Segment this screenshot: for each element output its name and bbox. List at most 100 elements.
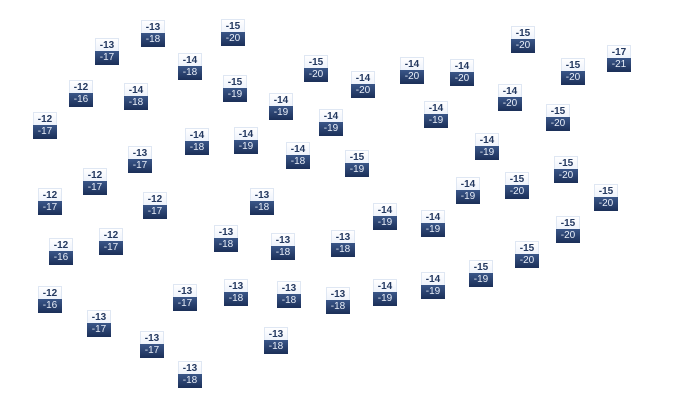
temperature-label[interactable]: -12 -17 [83, 168, 107, 196]
low-temperature: -17 [173, 297, 197, 311]
temperature-label[interactable]: -15 -19 [345, 150, 369, 178]
high-temperature: -13 [178, 361, 202, 374]
low-temperature: -19 [269, 106, 293, 120]
low-temperature: -21 [607, 58, 631, 72]
temperature-label[interactable]: -13 -17 [95, 38, 119, 66]
temperature-label[interactable]: -14 -19 [421, 272, 445, 300]
temperature-label[interactable]: -14 -19 [319, 109, 343, 137]
temperature-label[interactable]: -14 -19 [475, 133, 499, 161]
temperature-label[interactable]: -13 -18 [271, 233, 295, 261]
temperature-label[interactable]: -14 -19 [421, 210, 445, 238]
temperature-label[interactable]: -13 -18 [331, 230, 355, 258]
high-temperature: -15 [561, 58, 585, 71]
temperature-label[interactable]: -14 -19 [456, 177, 480, 205]
temperature-label[interactable]: -17 -21 [607, 45, 631, 73]
temperature-label[interactable]: -14 -20 [450, 59, 474, 87]
temperature-label[interactable]: -14 -18 [124, 83, 148, 111]
temperature-label[interactable]: -14 -19 [373, 279, 397, 307]
high-temperature: -14 [456, 177, 480, 190]
high-temperature: -14 [185, 128, 209, 141]
high-temperature: -15 [304, 55, 328, 68]
low-temperature: -19 [373, 292, 397, 306]
low-temperature: -20 [400, 70, 424, 84]
low-temperature: -17 [95, 51, 119, 65]
low-temperature: -18 [331, 243, 355, 257]
temperature-label[interactable]: -14 -20 [351, 71, 375, 99]
temperature-label[interactable]: -15 -20 [221, 19, 245, 47]
temperature-label[interactable]: -12 -17 [143, 192, 167, 220]
temperature-label[interactable]: -13 -18 [326, 287, 350, 315]
temperature-label[interactable]: -13 -18 [178, 361, 202, 389]
temperature-label[interactable]: -15 -20 [304, 55, 328, 83]
high-temperature: -13 [264, 327, 288, 340]
temperature-label[interactable]: -12 -16 [38, 286, 62, 314]
high-temperature: -15 [505, 172, 529, 185]
temperature-label[interactable]: -15 -20 [561, 58, 585, 86]
temperature-label[interactable]: -13 -17 [140, 331, 164, 359]
low-temperature: -18 [264, 340, 288, 354]
low-temperature: -17 [143, 205, 167, 219]
low-temperature: -18 [271, 246, 295, 260]
temperature-label[interactable]: -13 -18 [214, 225, 238, 253]
temperature-label[interactable]: -12 -16 [69, 80, 93, 108]
high-temperature: -15 [511, 26, 535, 39]
temperature-label[interactable]: -15 -20 [515, 241, 539, 269]
temperature-label[interactable]: -13 -18 [141, 20, 165, 48]
temperature-label[interactable]: -12 -17 [33, 112, 57, 140]
temperature-label[interactable]: -14 -20 [400, 57, 424, 85]
low-temperature: -19 [319, 122, 343, 136]
temperature-label[interactable]: -14 -18 [185, 128, 209, 156]
low-temperature: -17 [128, 159, 152, 173]
high-temperature: -14 [450, 59, 474, 72]
low-temperature: -19 [456, 190, 480, 204]
temperature-label[interactable]: -13 -17 [128, 146, 152, 174]
temperature-label[interactable]: -15 -19 [469, 260, 493, 288]
temperature-label[interactable]: -13 -18 [224, 279, 248, 307]
high-temperature: -14 [319, 109, 343, 122]
low-temperature: -20 [556, 229, 580, 243]
high-temperature: -13 [331, 230, 355, 243]
low-temperature: -18 [185, 141, 209, 155]
low-temperature: -16 [38, 299, 62, 313]
temperature-label[interactable]: -15 -20 [546, 104, 570, 132]
temperature-label[interactable]: -12 -16 [49, 238, 73, 266]
temperature-label[interactable]: -14 -18 [178, 53, 202, 81]
high-temperature: -13 [224, 279, 248, 292]
low-temperature: -18 [178, 66, 202, 80]
high-temperature: -14 [286, 142, 310, 155]
low-temperature: -17 [38, 201, 62, 215]
high-temperature: -13 [141, 20, 165, 33]
temperature-label[interactable]: -14 -19 [424, 101, 448, 129]
temperature-label[interactable]: -13 -17 [87, 310, 111, 338]
temperature-label[interactable]: -14 -19 [234, 127, 258, 155]
temperature-label[interactable]: -15 -20 [556, 216, 580, 244]
high-temperature: -14 [124, 83, 148, 96]
high-temperature: -15 [221, 19, 245, 32]
low-temperature: -18 [214, 238, 238, 252]
temperature-label[interactable]: -12 -17 [38, 188, 62, 216]
temperature-label[interactable]: -15 -20 [594, 184, 618, 212]
temperature-label[interactable]: -15 -20 [554, 156, 578, 184]
low-temperature: -20 [561, 71, 585, 85]
temperature-label[interactable]: -14 -18 [286, 142, 310, 170]
temperature-label[interactable]: -13 -17 [173, 284, 197, 312]
temperature-label[interactable]: -13 -18 [264, 327, 288, 355]
high-temperature: -14 [373, 279, 397, 292]
high-temperature: -12 [69, 80, 93, 93]
temperature-label[interactable]: -12 -17 [99, 228, 123, 256]
high-temperature: -13 [326, 287, 350, 300]
temperature-label[interactable]: -15 -20 [511, 26, 535, 54]
high-temperature: -12 [33, 112, 57, 125]
temperature-label[interactable]: -15 -19 [223, 75, 247, 103]
temperature-label[interactable]: -14 -19 [373, 203, 397, 231]
temperature-label[interactable]: -15 -20 [505, 172, 529, 200]
low-temperature: -18 [124, 96, 148, 110]
low-temperature: -20 [505, 185, 529, 199]
low-temperature: -17 [87, 323, 111, 337]
temperature-label[interactable]: -14 -20 [498, 84, 522, 112]
temperature-label[interactable]: -13 -18 [277, 281, 301, 309]
temperature-label[interactable]: -13 -18 [250, 188, 274, 216]
low-temperature: -19 [373, 216, 397, 230]
high-temperature: -13 [140, 331, 164, 344]
temperature-label[interactable]: -14 -19 [269, 93, 293, 121]
